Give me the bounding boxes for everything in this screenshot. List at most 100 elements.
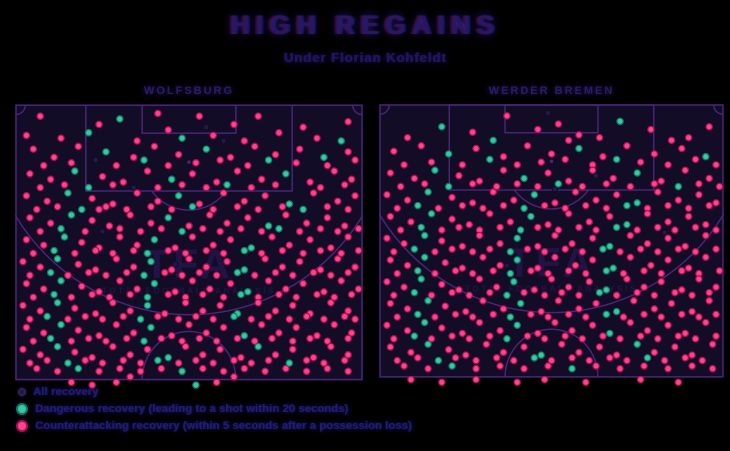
recovery-dot [209, 241, 218, 249]
recovery-dot [468, 199, 477, 207]
recovery-dot [588, 321, 597, 329]
recovery-dot [102, 271, 110, 280]
recovery-dot [282, 170, 290, 178]
recovery-dot [22, 131, 31, 140]
recovery-dot [403, 305, 412, 313]
recovery-dot [444, 150, 453, 158]
recovery-dot [551, 318, 559, 327]
recovery-dot [420, 180, 429, 188]
recovery-dot [444, 182, 453, 191]
recovery-dot [486, 245, 494, 253]
recovery-dot [22, 279, 31, 288]
recovery-dot [116, 233, 124, 241]
recovery-dot [571, 261, 580, 270]
recovery-dot [327, 271, 335, 280]
recovery-dot [178, 271, 186, 280]
page-title: HIGH REGAINS [229, 10, 501, 40]
recovery-dot [171, 244, 179, 252]
recovery-dot [285, 200, 294, 208]
recovery-dot [347, 175, 356, 184]
recovery-dot [537, 351, 545, 359]
recovery-dot [195, 200, 204, 208]
recovery-dot [223, 180, 231, 189]
recovery-dot [257, 320, 266, 329]
recovery-dot [702, 253, 710, 261]
recovery-dot [702, 318, 710, 327]
recovery-dot [254, 342, 262, 351]
recovery-dot [178, 337, 186, 345]
recovery-dot [43, 356, 51, 365]
recovery-dot [219, 189, 228, 197]
recovery-dot [292, 293, 301, 302]
recovery-dot [568, 354, 576, 362]
recovery-dot [657, 269, 665, 278]
recovery-dot [240, 197, 249, 206]
recovery-dot [510, 277, 518, 286]
recovery-dot [126, 307, 134, 315]
recovery-dot [57, 134, 65, 142]
recovery-dot [288, 271, 297, 280]
recovery-dot [534, 242, 542, 251]
recovery-dot [216, 227, 224, 236]
recovery-dot [122, 334, 131, 343]
recovery-dot [209, 359, 218, 367]
recovery-dot [558, 340, 566, 348]
recovery-dot [633, 226, 641, 234]
recovery-dot [119, 178, 128, 186]
recovery-dot [39, 329, 48, 337]
recovery-dot [520, 343, 528, 351]
recovery-dot [109, 249, 117, 258]
recovery-dot [582, 378, 590, 387]
recovery-dot [136, 359, 145, 367]
recovery-dot [109, 342, 117, 351]
recovery-dot [664, 234, 672, 242]
recovery-dot [39, 161, 48, 170]
recovery-dot [98, 172, 107, 181]
recovery-dot [264, 222, 273, 230]
recovery-dot [119, 356, 128, 365]
recovery-dot [434, 204, 443, 213]
recovery-dot [57, 276, 65, 285]
recovery-dot [410, 174, 419, 183]
recovery-dot [712, 199, 720, 207]
recovery-dot [36, 263, 45, 271]
recovery-dot [181, 342, 190, 351]
recovery-dot [50, 246, 58, 255]
recovery-dot [561, 245, 569, 253]
recovery-dot [91, 246, 100, 255]
recovery-dot [424, 340, 432, 348]
recovery-dot [143, 249, 152, 258]
recovery-dot [344, 334, 352, 343]
recovery-dot [475, 177, 484, 185]
recovery-dot [588, 234, 597, 242]
recovery-dot [595, 343, 604, 351]
recovery-dot [448, 245, 456, 253]
recovery-dot [702, 231, 710, 240]
recovery-dot [205, 211, 214, 219]
recovery-dot [612, 351, 621, 359]
recovery-dot [527, 310, 535, 319]
recovery-dot [619, 313, 628, 321]
recovery-dot [164, 246, 173, 255]
recovery-dot [544, 313, 552, 321]
recovery-dot [129, 246, 138, 255]
watermark-text: TFA [144, 241, 234, 287]
recovery-dot [64, 359, 72, 367]
recovery-dot [219, 367, 228, 376]
recovery-dot [516, 299, 525, 308]
recovery-dot [537, 158, 545, 166]
recovery-dot [612, 155, 621, 164]
recovery-dot [278, 263, 287, 271]
legend-item-dangerous-recovery: Dangerous recovery (leading to a shot wi… [16, 400, 412, 417]
recovery-dot [19, 345, 27, 354]
recovery-dot [271, 150, 280, 159]
recovery-dot [147, 323, 155, 332]
recovery-dot [192, 159, 200, 167]
recovery-dot [60, 233, 69, 241]
recovery-dot [136, 315, 145, 323]
recovery-dot [489, 136, 497, 145]
recovery-dot [630, 296, 638, 305]
recovery-dot [116, 276, 124, 285]
recovery-dot [212, 337, 221, 345]
recovery-dot [712, 332, 720, 340]
